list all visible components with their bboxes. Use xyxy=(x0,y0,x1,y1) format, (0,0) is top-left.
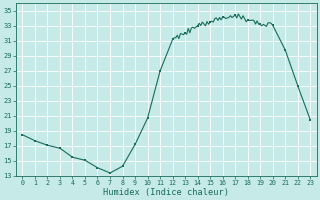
X-axis label: Humidex (Indice chaleur): Humidex (Indice chaleur) xyxy=(103,188,229,197)
